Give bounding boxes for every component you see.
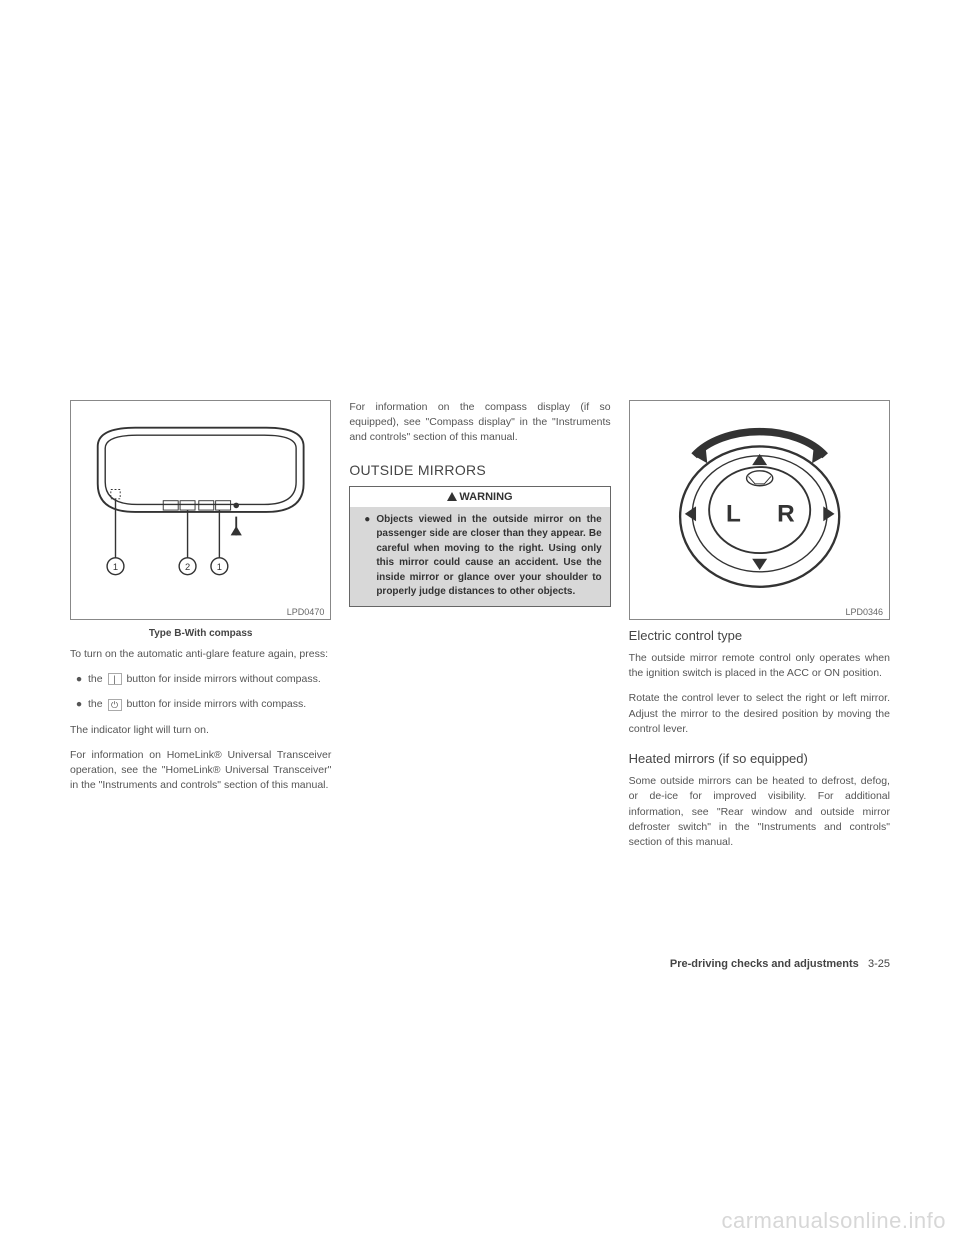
bullet-text: the ⏻ button for inside mirrors with com… [88, 697, 331, 712]
heading-heated-mirrors: Heated mirrors (if so equipped) [629, 751, 890, 766]
figure-control-knob: L R LPD0346 [629, 400, 890, 620]
pipe-button-icon: | [108, 673, 122, 685]
paragraph: For information on the compass display (… [349, 400, 610, 446]
paragraph: The indicator light will turn on. [70, 723, 331, 738]
warning-title: WARNING [350, 487, 609, 507]
watermark: carmanualsonline.info [721, 1208, 946, 1234]
control-knob-svg: L R [638, 409, 881, 596]
page-footer: Pre-driving checks and adjustments 3-25 [670, 958, 890, 970]
svg-text:R: R [777, 500, 795, 527]
heading-outside-mirrors: OUTSIDE MIRRORS [349, 462, 610, 478]
page-content: 1 2 1 LPD0470 Type B-With compass To tur… [70, 400, 890, 860]
column-3: L R LPD0346 Electric control type The ou… [629, 400, 890, 860]
svg-text:1: 1 [113, 562, 118, 572]
paragraph: For information on HomeLink® Universal T… [70, 748, 331, 794]
column-2: For information on the compass display (… [349, 400, 610, 860]
figure-mirror-compass: 1 2 1 LPD0470 [70, 400, 331, 620]
bullet-item: ● the | button for inside mirrors withou… [70, 672, 331, 687]
paragraph: Rotate the control lever to select the r… [629, 691, 890, 737]
heading-electric-control: Electric control type [629, 628, 890, 643]
svg-text:L: L [726, 500, 741, 527]
figure-label: LPD0470 [287, 607, 325, 617]
footer-section: Pre-driving checks and adjustments [670, 958, 859, 970]
warning-body: ● Objects viewed in the outside mirror o… [350, 507, 609, 606]
figure-caption: Type B-With compass [70, 628, 331, 639]
paragraph: The outside mirror remote control only o… [629, 651, 890, 681]
warning-text: Objects viewed in the outside mirror on … [376, 513, 601, 600]
warning-box: WARNING ● Objects viewed in the outside … [349, 486, 610, 607]
svg-text:2: 2 [185, 562, 190, 572]
bullet-marker: ● [358, 513, 376, 600]
power-button-icon: ⏻ [108, 699, 122, 711]
bullet-item: ● the ⏻ button for inside mirrors with c… [70, 697, 331, 712]
bullet-marker: ● [70, 697, 88, 712]
figure-label: LPD0346 [845, 607, 883, 617]
warning-triangle-icon [447, 492, 457, 501]
mirror-compass-svg: 1 2 1 [79, 409, 322, 596]
paragraph: To turn on the automatic anti-glare feat… [70, 647, 331, 662]
column-1: 1 2 1 LPD0470 Type B-With compass To tur… [70, 400, 331, 860]
svg-text:1: 1 [217, 562, 222, 572]
bullet-text: the | button for inside mirrors without … [88, 672, 331, 687]
paragraph: Some outside mirrors can be heated to de… [629, 774, 890, 850]
bullet-marker: ● [70, 672, 88, 687]
footer-page-number: 3-25 [868, 958, 890, 970]
